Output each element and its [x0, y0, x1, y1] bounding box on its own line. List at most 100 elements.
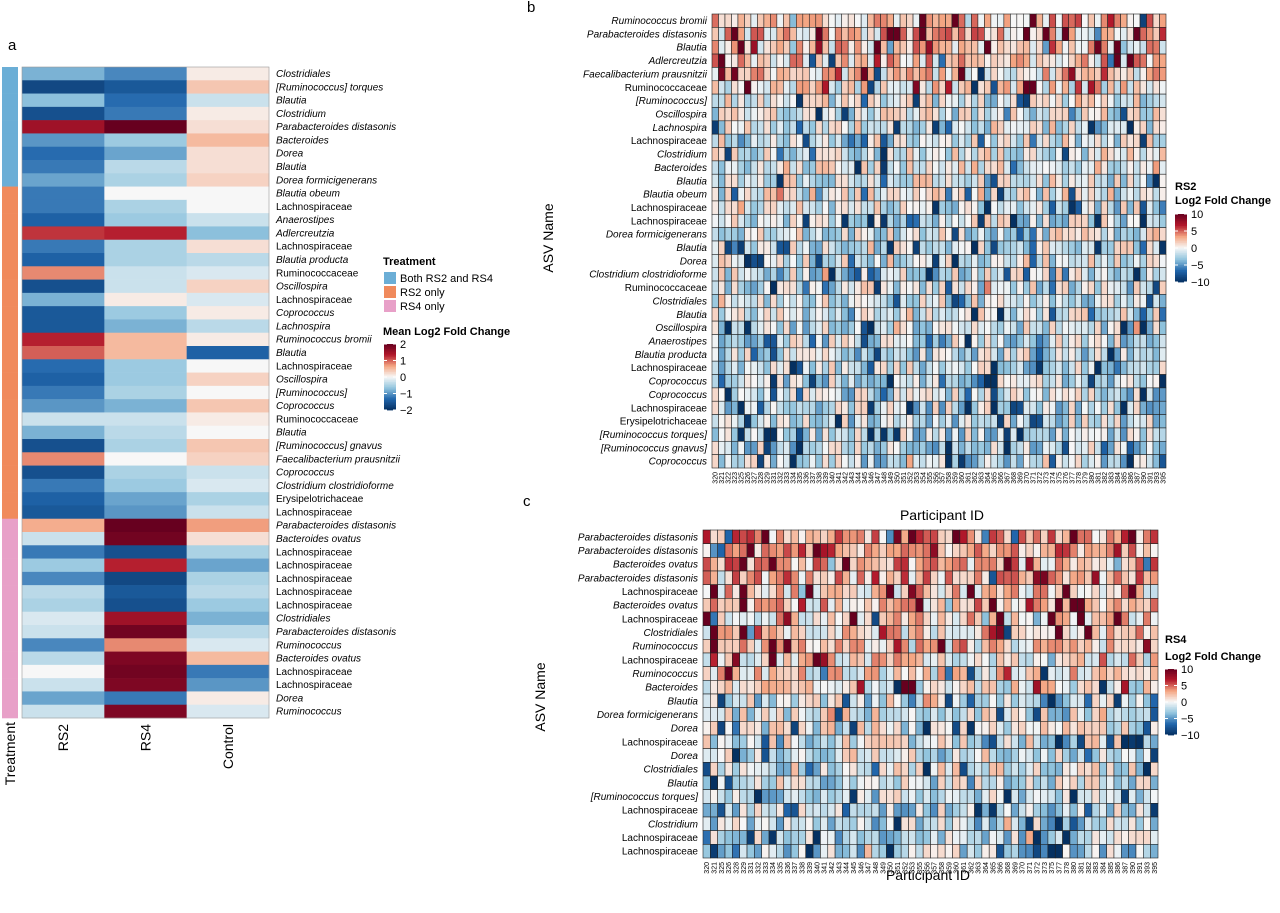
- heatmap-cell: [717, 598, 726, 613]
- heatmap-cell: [945, 187, 953, 202]
- heatmap-cell: [1040, 803, 1049, 818]
- heatmap-cell: [815, 254, 823, 269]
- heatmap-cell: [104, 359, 187, 373]
- heatmap-cell: [880, 294, 888, 309]
- heatmap-cell: [802, 347, 810, 362]
- column-label: Control: [220, 724, 236, 769]
- heatmap-cell: [1107, 160, 1115, 175]
- heatmap-cell: [938, 40, 946, 55]
- heatmap-cell: [1098, 625, 1107, 640]
- heatmap-cell: [925, 374, 933, 389]
- heatmap-cell: [1106, 570, 1115, 585]
- heatmap-cell: [900, 734, 909, 749]
- heatmap-cell: [724, 307, 732, 322]
- participant-tick-label: 351: [895, 862, 902, 874]
- colorbar-a-segment: [384, 345, 396, 348]
- heatmap-cell: [867, 400, 875, 415]
- colorbar-c-tick-label: 10: [1181, 664, 1193, 676]
- heatmap-cell: [1048, 414, 1057, 429]
- heatmap-cell: [717, 748, 726, 763]
- colorbar-b-segment: [1175, 232, 1187, 235]
- heatmap-cell: [1061, 280, 1070, 295]
- heatmap-cell: [1069, 830, 1078, 845]
- heatmap-cell: [1061, 80, 1070, 95]
- heatmap-cell: [912, 200, 920, 215]
- heatmap-cell: [768, 543, 777, 558]
- heatmap-cell: [958, 213, 966, 228]
- heatmap-cell: [711, 347, 719, 362]
- heatmap-cell: [805, 693, 814, 708]
- heatmap-cell: [871, 789, 880, 804]
- heatmap-cell: [1094, 13, 1102, 28]
- heatmap-cell: [847, 133, 855, 148]
- participant-tick-label: 335: [778, 862, 785, 874]
- heatmap-cell: [702, 557, 711, 572]
- heatmap-cell: [964, 347, 972, 362]
- heatmap-cell: [1143, 666, 1151, 681]
- heatmap-cell: [1081, 147, 1089, 162]
- heatmap-cell: [893, 93, 901, 108]
- heatmap-cell: [971, 200, 979, 215]
- heatmap-cell: [977, 427, 985, 442]
- heatmap-cell: [1146, 334, 1154, 349]
- heatmap-cell: [938, 294, 946, 309]
- heatmap-cell: [724, 666, 733, 681]
- heatmap-cell: [854, 27, 862, 42]
- heatmap-cell: [1032, 570, 1041, 585]
- heatmap-cell: [1003, 611, 1012, 626]
- heatmap-cell: [873, 80, 881, 95]
- colorbar-c-segment: [1165, 683, 1177, 686]
- heatmap-cell: [864, 789, 873, 804]
- heatmap-cell: [966, 666, 975, 681]
- heatmap-cell: [1035, 160, 1044, 175]
- heatmap-cell: [731, 187, 739, 202]
- heatmap-cell: [711, 454, 719, 469]
- heatmap-cell: [1042, 400, 1050, 415]
- heatmap-cell: [757, 280, 765, 295]
- heatmap-cell: [1062, 775, 1071, 790]
- row-label: [Ruminococcus] torques: [275, 82, 383, 93]
- heatmap-cell: [828, 320, 836, 335]
- heatmap-cell: [1074, 120, 1082, 135]
- heatmap-cell: [945, 267, 953, 282]
- heatmap-cell: [718, 307, 726, 322]
- heatmap-cell: [812, 775, 821, 790]
- heatmap-cell: [1146, 67, 1154, 82]
- heatmap-cell: [808, 200, 817, 215]
- heatmap-cell: [1010, 427, 1018, 442]
- heatmap-cell: [849, 570, 858, 585]
- heatmap-cell: [1055, 307, 1063, 322]
- heatmap-cell: [984, 267, 992, 282]
- participant-tick-label: 320: [713, 472, 720, 484]
- heatmap-cell: [1159, 427, 1167, 442]
- heatmap-cell: [893, 816, 902, 831]
- heatmap-cell: [1152, 27, 1160, 42]
- heatmap-cell: [854, 227, 862, 242]
- heatmap-cell: [1074, 227, 1082, 242]
- colorbar-a-segment: [384, 347, 396, 350]
- heatmap-cell: [1159, 107, 1167, 122]
- row-label: Bacteroides ovatus: [613, 560, 698, 571]
- heatmap-cell: [908, 666, 917, 681]
- heatmap-cell: [951, 173, 959, 188]
- heatmap-cell: [750, 93, 758, 108]
- heatmap-cell: [1062, 598, 1071, 613]
- heatmap-cell: [1010, 454, 1018, 469]
- heatmap-cell: [22, 465, 105, 480]
- heatmap-cell: [981, 789, 990, 804]
- heatmap-cell: [104, 611, 187, 626]
- heatmap-cell: [1094, 294, 1102, 309]
- heatmap-cell: [966, 789, 975, 804]
- heatmap-cell: [944, 543, 953, 558]
- heatmap-cell: [878, 666, 887, 681]
- heatmap-cell: [770, 414, 778, 429]
- heatmap-cell: [1055, 360, 1063, 375]
- heatmap-cell: [964, 267, 972, 282]
- heatmap-cell: [796, 147, 804, 162]
- heatmap-cell: [847, 227, 855, 242]
- heatmap-cell: [1120, 53, 1128, 68]
- heatmap-cell: [1016, 147, 1024, 162]
- heatmap-cell: [104, 213, 187, 227]
- heatmap-cell: [867, 347, 875, 362]
- heatmap-cell: [1094, 387, 1102, 402]
